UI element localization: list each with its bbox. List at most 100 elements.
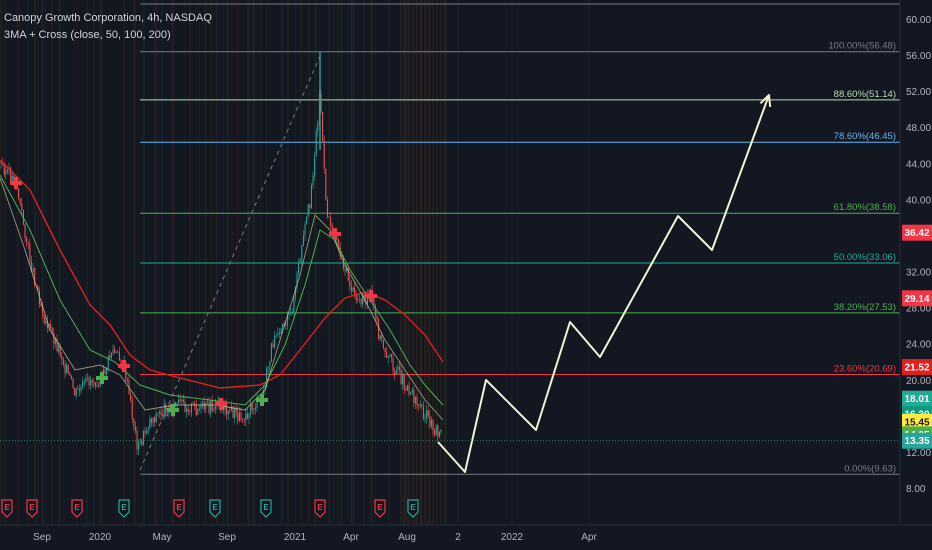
candle-body — [274, 335, 276, 347]
candle-body — [131, 400, 133, 419]
candle-body — [346, 268, 348, 272]
candle-body — [338, 239, 340, 248]
price-tick-label: 48.00 — [906, 123, 931, 134]
candle-body — [64, 364, 66, 374]
session-shade — [58, 0, 61, 525]
candle-body — [394, 371, 396, 375]
candle-body — [251, 403, 253, 410]
time-tick-label: 2021 — [284, 532, 307, 543]
candle-body — [134, 426, 136, 431]
candle-body — [294, 286, 296, 297]
candle-body — [13, 175, 15, 185]
symbol-title[interactable]: Canopy Growth Corporation, 4h, NASDAQ — [4, 12, 212, 24]
price-badge-label: 29.14 — [904, 294, 929, 305]
candle-body — [58, 345, 60, 352]
candle-body — [93, 382, 95, 383]
candle-body — [197, 409, 199, 415]
earnings-label: E — [317, 503, 323, 512]
candle-body — [402, 374, 404, 385]
candle-body — [163, 404, 165, 416]
candle-body — [138, 443, 140, 450]
candle-body — [158, 411, 160, 414]
candle-body — [298, 262, 300, 274]
death-cross-icon — [329, 228, 341, 240]
price-tick-label: 8.00 — [906, 484, 926, 495]
session-shade — [133, 0, 136, 525]
candle-body — [381, 335, 383, 340]
session-shade — [4, 0, 6, 525]
session-shade — [86, 0, 88, 525]
candle-body — [366, 294, 368, 305]
candle-body — [330, 217, 332, 226]
death-cross-icon — [215, 398, 227, 410]
candle-body — [434, 430, 436, 435]
candle-body — [267, 367, 269, 369]
candle-body — [40, 304, 42, 306]
candle-body — [429, 415, 431, 427]
session-shade — [34, 0, 36, 525]
candle-body — [250, 403, 252, 414]
session-shade — [45, 0, 46, 525]
time-tick-label: Sep — [218, 532, 236, 543]
earnings-icon — [1, 499, 13, 518]
price-badge-label: 15.45 — [904, 417, 929, 428]
earnings-label: E — [4, 503, 10, 512]
candle-body — [83, 381, 85, 383]
price-badge — [902, 413, 932, 430]
candle-body — [258, 397, 260, 399]
projection-path[interactable] — [437, 94, 772, 473]
price-tick-label: 20.00 — [906, 376, 931, 387]
candle-body — [0, 161, 2, 163]
candle-body — [179, 399, 181, 401]
candle-body — [32, 268, 34, 272]
fib-level-label: 78.60%(46.45) — [834, 131, 896, 142]
earnings-label: E — [176, 503, 182, 512]
candle-body — [144, 430, 146, 434]
candle-body — [422, 406, 424, 419]
fibonacci-retracement[interactable]: 0.00%(9.63) 23.60%(20.69) 38.20%(27.53) 50.… — [140, 3, 900, 475]
price-tick-label: 12.00 — [906, 448, 931, 459]
candle-body — [141, 441, 143, 445]
candle-body — [397, 366, 399, 371]
candle-body — [363, 293, 365, 302]
candle-body — [130, 394, 132, 401]
candle-body — [30, 261, 32, 272]
time-axis[interactable]: Sep 2020 May Sep 2021 Apr Aug 2 2022 Apr — [0, 524, 932, 543]
candle-body — [34, 268, 36, 285]
price-badge-label: 36.42 — [904, 228, 929, 239]
candle-body — [306, 216, 308, 225]
candle-body — [205, 402, 207, 410]
candle-body — [248, 413, 250, 419]
session-shade — [100, 0, 103, 525]
candle-body — [240, 412, 242, 420]
candle-body — [51, 328, 53, 333]
candle-body — [59, 345, 61, 357]
candle-body — [403, 374, 405, 389]
candle-body — [61, 356, 63, 361]
candle-body — [432, 419, 434, 431]
candle-body — [405, 388, 407, 391]
indicator-label[interactable]: 3MA + Cross (close, 50, 100, 200) — [4, 29, 171, 41]
candle-body — [112, 349, 114, 353]
time-tick-label: 2022 — [501, 532, 524, 543]
candle-body — [26, 237, 28, 243]
chart-legend: Canopy Growth Corporation, 4h, NASDAQ 3M… — [4, 10, 212, 44]
candle-body — [307, 204, 309, 217]
candle-body — [66, 364, 68, 374]
earnings-label: E — [121, 503, 127, 512]
session-shade — [73, 0, 74, 525]
candle-body — [328, 216, 330, 218]
candle-body — [109, 355, 111, 359]
session-shade — [93, 0, 95, 525]
candle-body — [358, 298, 360, 300]
candle-body — [85, 378, 87, 382]
candle-body — [46, 320, 48, 328]
trend-line[interactable] — [139, 55, 321, 471]
candle-body — [62, 360, 64, 365]
candle-body — [270, 343, 272, 362]
candle-body — [72, 378, 74, 389]
candle-body — [323, 141, 325, 169]
candle-body — [438, 432, 440, 437]
